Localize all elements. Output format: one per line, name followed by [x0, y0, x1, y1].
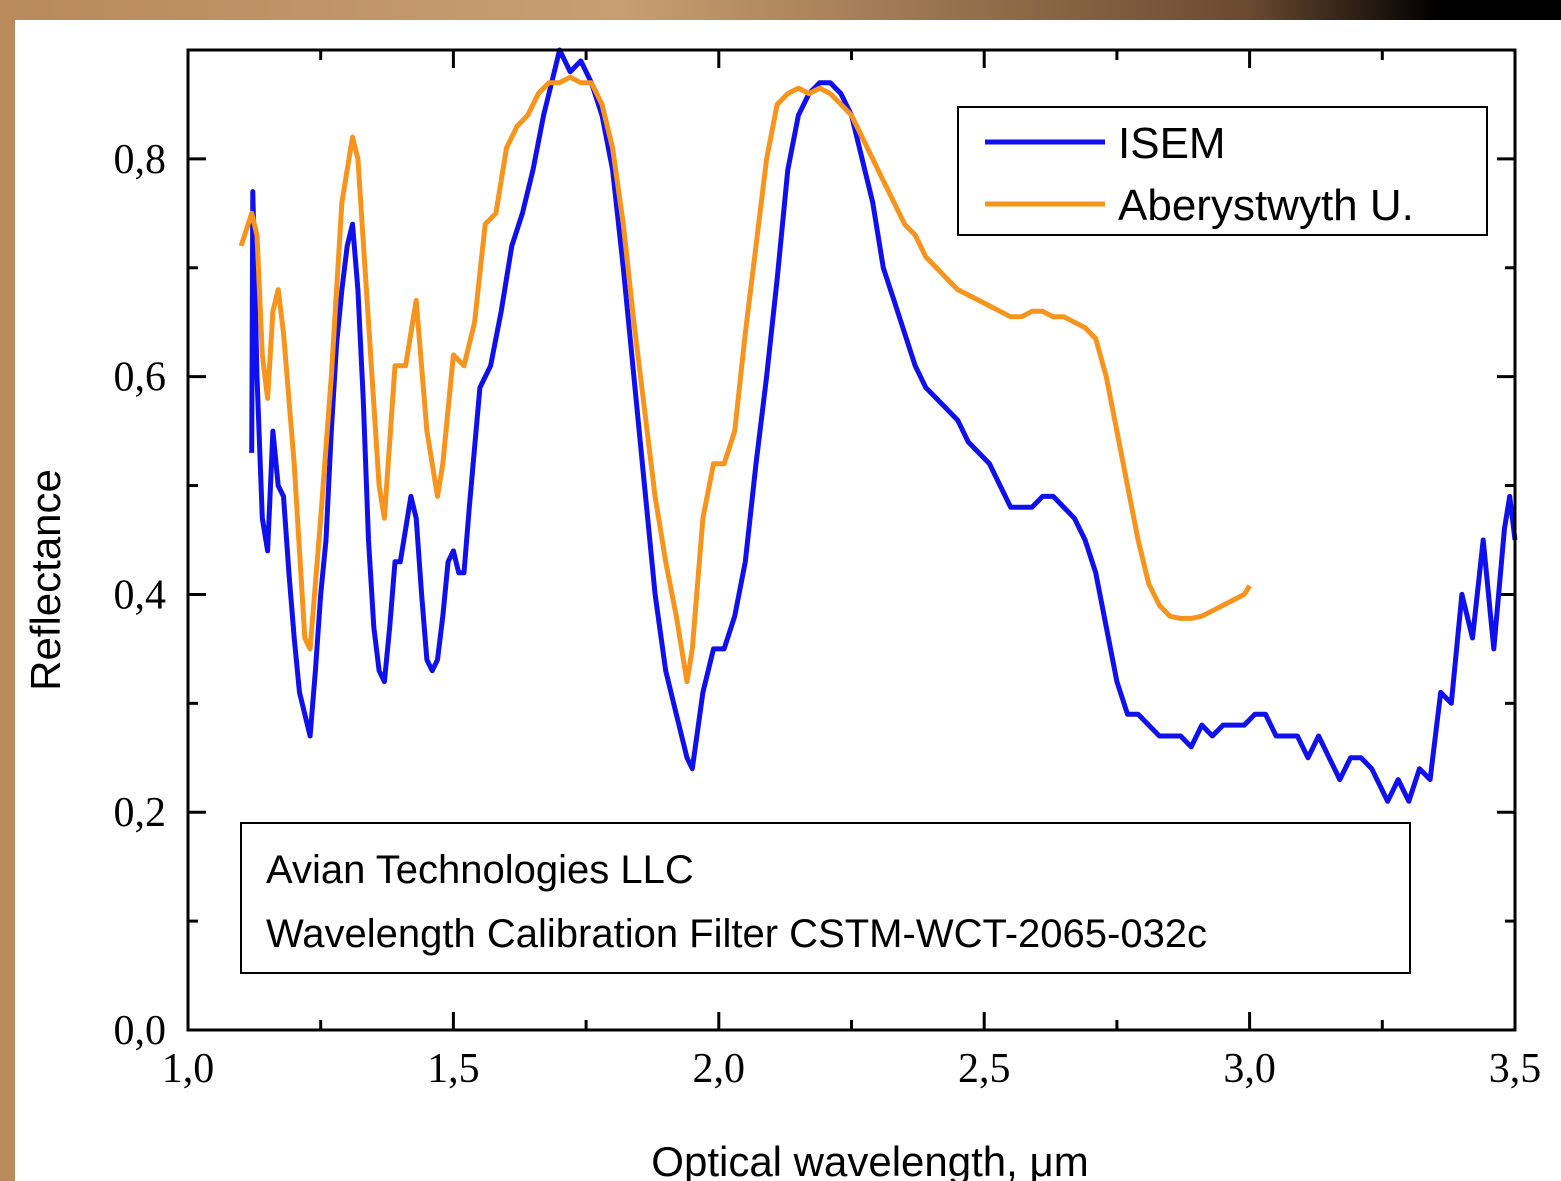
- y-axis-label: Reflectance: [22, 469, 69, 691]
- legend-label: ISEM: [1118, 119, 1226, 168]
- x-axis-label: Optical wavelength, μm: [651, 1138, 1088, 1181]
- y-tick-label: 0,6: [114, 355, 167, 401]
- legend-label: Aberystwyth U.: [1118, 181, 1414, 230]
- annotation: Avian Technologies LLC: [266, 848, 694, 892]
- y-tick-label: 0,0: [114, 1008, 167, 1054]
- legend-box: [957, 106, 1488, 236]
- annotation: Wavelength Calibration Filter CSTM-WCT-2…: [266, 912, 1207, 956]
- annotation-box: [240, 822, 1411, 974]
- x-tick-label: 3,5: [1489, 1046, 1542, 1092]
- x-tick-label: 2,0: [693, 1046, 746, 1092]
- y-tick-label: 0,4: [114, 572, 167, 618]
- series-line: [238, 74, 1252, 685]
- series-line: [249, 47, 1518, 804]
- plot-frame: [186, 48, 1517, 1032]
- y-tick-label: 0,2: [114, 790, 167, 836]
- x-tick-label: 3,0: [1223, 1046, 1276, 1092]
- x-tick-label: 1,5: [427, 1046, 480, 1092]
- x-tick-label: 2,5: [958, 1046, 1011, 1092]
- x-tick-label: 1,0: [162, 1046, 215, 1092]
- y-tick-label: 0,8: [114, 137, 167, 183]
